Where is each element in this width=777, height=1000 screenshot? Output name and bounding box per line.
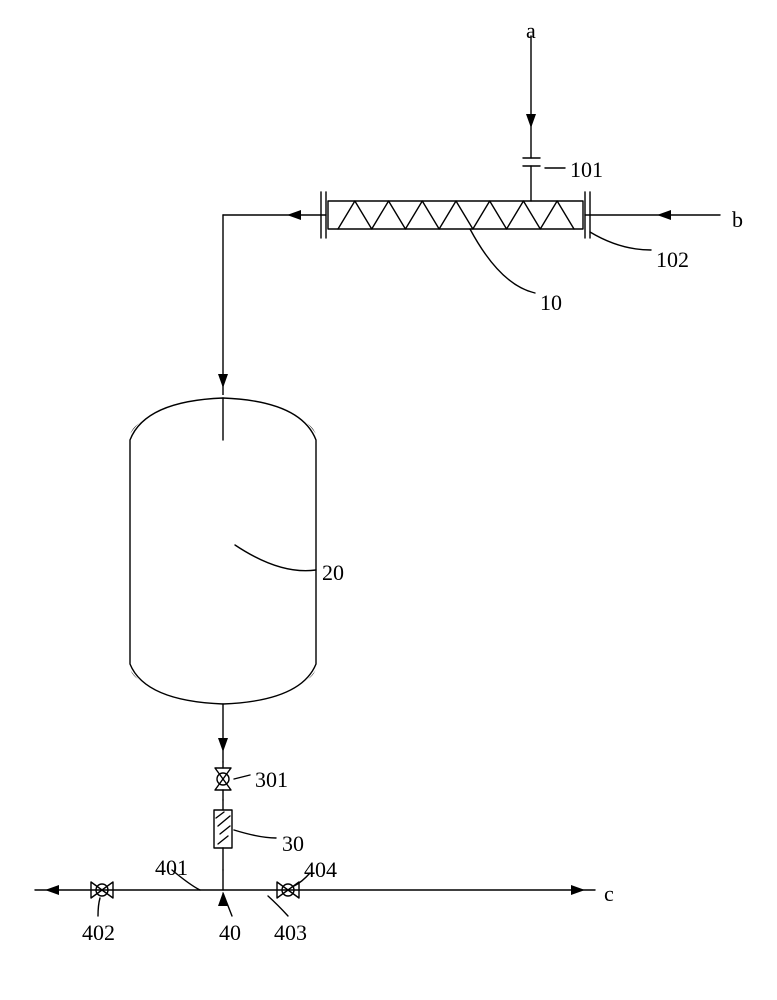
- label-a: a: [526, 18, 536, 44]
- mixer-out-h-arrow: [287, 210, 301, 220]
- tee-right-arrow: [571, 885, 585, 895]
- leader-l402: [98, 898, 100, 916]
- leader-l403: [268, 896, 288, 916]
- label-n10: 10: [540, 290, 562, 316]
- unit30-hatch-3: [218, 836, 228, 844]
- label-n401: 401: [155, 855, 188, 881]
- mixer-zigzag: [338, 201, 574, 229]
- leader-l30: [234, 830, 276, 838]
- leader-l301: [234, 775, 250, 779]
- label-n404: 404: [304, 857, 337, 883]
- tank-out-arrow: [218, 738, 228, 752]
- unit30-hatch-2: [220, 826, 230, 834]
- label-n403: 403: [274, 920, 307, 946]
- unit30-hatch-1: [218, 816, 230, 826]
- inlet-b-arrow: [657, 210, 671, 220]
- leader-l102: [590, 232, 651, 250]
- label-b: b: [732, 207, 743, 233]
- label-n40: 40: [219, 920, 241, 946]
- tee-left-arrow: [45, 885, 59, 895]
- label-n30: 30: [282, 831, 304, 857]
- leader-l10: [470, 229, 535, 293]
- unit30-hatch-0: [216, 812, 224, 818]
- label-n102: 102: [656, 247, 689, 273]
- label-n402: 402: [82, 920, 115, 946]
- label-n20: 20: [322, 560, 344, 586]
- mixer-out-v-arrow: [218, 374, 228, 388]
- label-n101: 101: [570, 157, 603, 183]
- label-n301: 301: [255, 767, 288, 793]
- tank-mask: [130, 398, 316, 704]
- leader-40-arrow: [218, 892, 228, 906]
- inlet-a-arrow: [526, 114, 536, 128]
- mixer-body: [328, 201, 583, 229]
- label-c: c: [604, 881, 614, 907]
